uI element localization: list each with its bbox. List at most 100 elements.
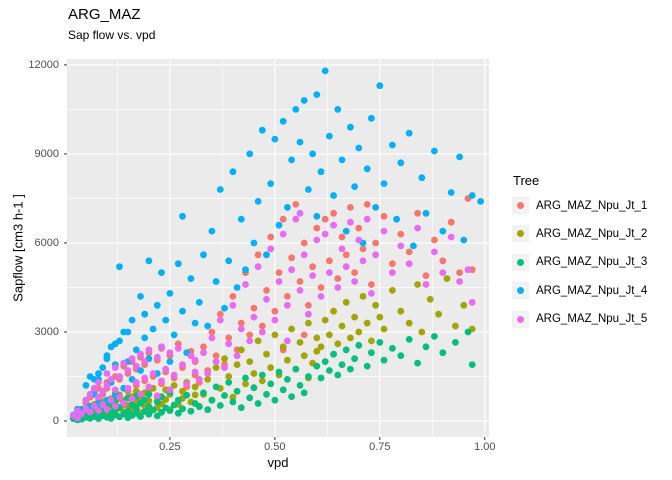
data-point [284, 204, 291, 211]
data-point [271, 135, 279, 143]
data-point [191, 368, 199, 376]
data-point [200, 389, 207, 397]
data-point [237, 325, 245, 333]
data-point [153, 392, 161, 400]
data-point [368, 290, 375, 297]
data-point [326, 132, 333, 140]
data-point [103, 405, 111, 413]
legend-item: ARG_MAZ_Npu_Jt_1 [512, 197, 647, 214]
data-point [191, 391, 199, 399]
data-point [86, 408, 94, 416]
data-point [351, 313, 358, 321]
data-point [233, 387, 241, 395]
data-point [179, 307, 186, 315]
data-point [229, 393, 237, 401]
data-point [170, 401, 178, 409]
data-point [153, 398, 161, 406]
data-point [174, 344, 182, 352]
data-point [368, 114, 375, 122]
data-point [330, 221, 337, 229]
data-point [368, 349, 375, 357]
data-point [389, 269, 396, 276]
data-point [99, 387, 107, 395]
data-point [204, 322, 212, 330]
data-point [288, 266, 295, 274]
x-tick-label: 0.50 [264, 441, 286, 453]
data-point [258, 377, 266, 385]
data-point [397, 230, 405, 238]
data-point [124, 384, 132, 392]
legend-rows: ARG_MAZ_Npu_Jt_1 ARG_MAZ_Npu_Jt_2 ARG_MAZ_… [512, 197, 647, 328]
data-point [443, 275, 451, 282]
data-point [120, 399, 128, 407]
data-point [216, 316, 224, 324]
data-point [313, 224, 321, 232]
data-point [208, 328, 216, 336]
data-point [347, 365, 354, 373]
data-point [208, 227, 216, 235]
data-point [279, 117, 287, 125]
data-point [296, 278, 304, 285]
data-point [296, 339, 304, 346]
data-point [376, 339, 384, 346]
data-point [292, 365, 300, 373]
data-point [363, 319, 371, 327]
data-point [275, 221, 283, 229]
data-point [397, 242, 405, 250]
data-point [414, 224, 421, 232]
data-point [405, 129, 413, 137]
data-point [439, 349, 447, 357]
data-point [447, 189, 455, 196]
data-point [216, 310, 224, 318]
legend-title: Tree [513, 173, 540, 188]
data-point [414, 281, 421, 288]
data-point [317, 168, 325, 176]
data-point [380, 227, 388, 235]
legend-item-label: ARG_MAZ_Npu_Jt_3 [536, 256, 648, 269]
data-point [389, 141, 396, 149]
data-point [431, 147, 438, 155]
data-point [170, 331, 178, 339]
data-point [225, 334, 233, 342]
y-tick-label: 6000 [34, 236, 59, 249]
data-point [208, 334, 216, 342]
data-point [74, 414, 81, 422]
data-point [250, 370, 258, 377]
data-point [279, 215, 287, 223]
data-point [82, 382, 90, 389]
data-point [103, 370, 111, 377]
data-point [95, 370, 102, 377]
data-point [267, 180, 275, 188]
data-point [468, 298, 476, 306]
data-point [95, 393, 102, 401]
data-point [174, 396, 182, 404]
data-point [116, 263, 123, 271]
data-point [397, 159, 405, 167]
data-point [380, 325, 388, 333]
data-point [242, 374, 249, 382]
data-point [137, 390, 144, 398]
data-point [271, 331, 279, 339]
data-point [321, 230, 329, 238]
data-point [397, 307, 405, 315]
data-point [229, 293, 237, 300]
data-point [305, 319, 312, 327]
data-point [132, 379, 140, 386]
data-point [431, 248, 438, 256]
data-point [166, 407, 174, 414]
data-point [431, 236, 438, 244]
data-point [313, 362, 321, 370]
data-point [414, 359, 421, 367]
data-point [363, 165, 371, 173]
data-point [246, 337, 254, 345]
data-point [187, 275, 195, 282]
data-point [116, 393, 123, 401]
data-point [317, 284, 325, 291]
data-point [414, 209, 421, 217]
data-point [229, 301, 237, 309]
data-point [212, 352, 220, 360]
data-point [111, 402, 119, 410]
data-point [275, 269, 283, 276]
data-point [145, 257, 153, 265]
data-point [279, 386, 287, 394]
